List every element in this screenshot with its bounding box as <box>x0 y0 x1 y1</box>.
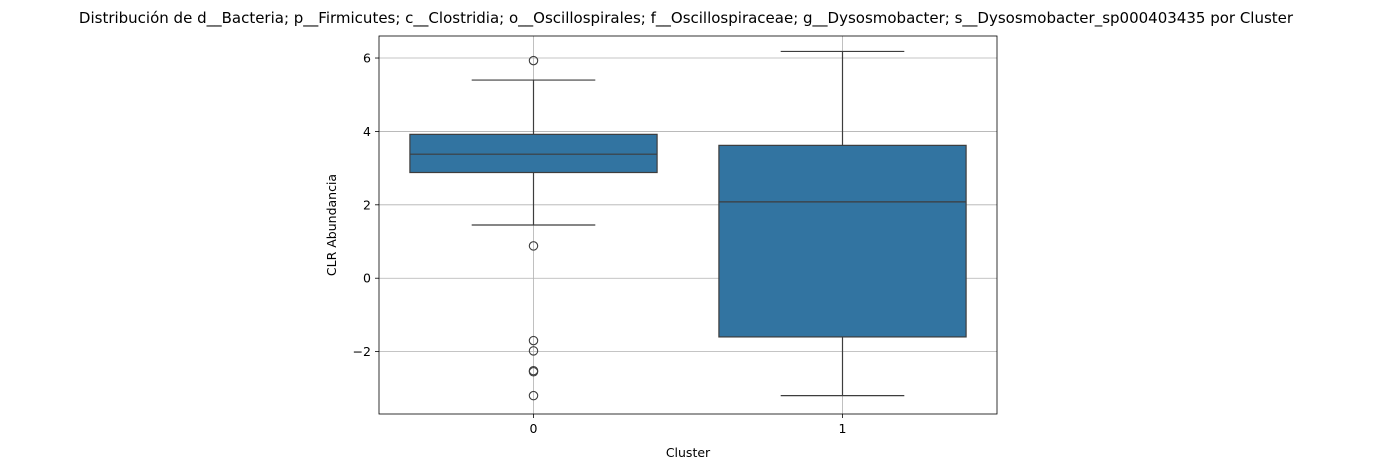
y-tick-label: 6 <box>363 51 371 66</box>
box-series <box>409 50 967 401</box>
axis-ticks: −2 0 2 4 6 0 1 <box>353 51 847 436</box>
outlier-point <box>528 367 539 377</box>
outlier-point <box>528 346 539 356</box>
box-0 <box>409 55 658 401</box>
outlier-point <box>528 335 539 346</box>
box-body <box>409 133 658 174</box>
chart-title: Distribución de d__Bacteria; p__Firmicut… <box>79 9 1294 28</box>
box-body <box>718 144 967 338</box>
x-tick-label: 0 <box>530 421 538 436</box>
box-1 <box>718 50 967 397</box>
plot-frame <box>378 35 998 415</box>
outlier-point <box>528 55 539 66</box>
y-axis-label: CLR Abundancia <box>324 174 339 276</box>
y-tick-label: 4 <box>363 124 371 139</box>
y-tick-label: 0 <box>363 271 371 286</box>
outlier-point <box>528 241 539 251</box>
outlier-point <box>528 390 539 401</box>
y-tick-label: 2 <box>363 197 371 212</box>
x-tick-label: 1 <box>839 421 847 436</box>
y-tick-label: −2 <box>353 344 371 359</box>
x-axis-label: Cluster <box>666 445 711 460</box>
